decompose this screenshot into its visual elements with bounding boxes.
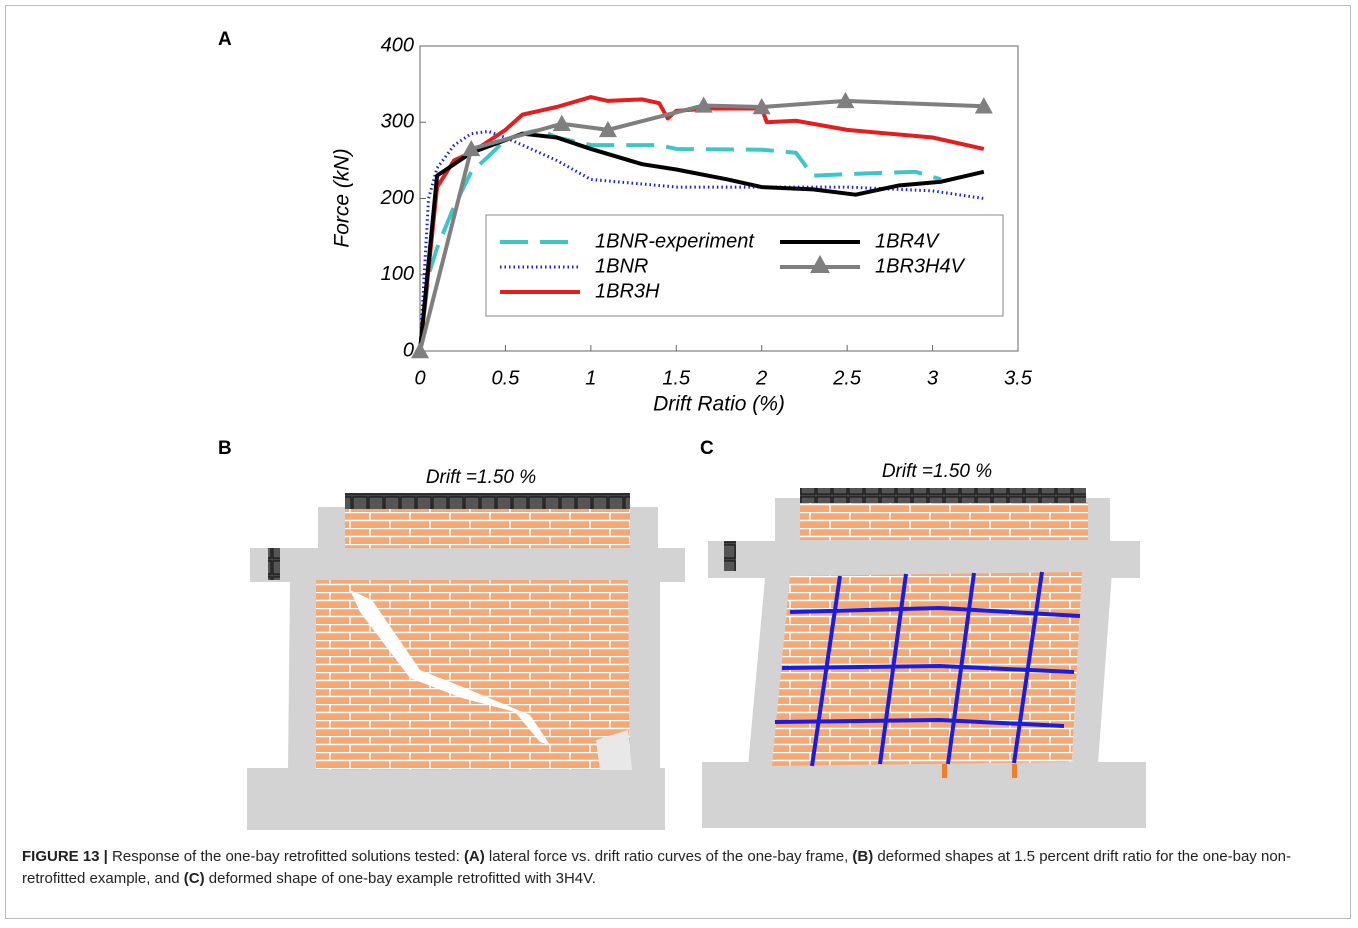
x-tick-label: 0 [414,367,425,389]
y-tick-label: 100 [381,263,414,285]
data-marker [836,91,855,109]
caption-text: FIGURE 13 | [22,848,108,865]
data-line [418,129,985,352]
data-marker [411,342,429,359]
data-marker [598,120,617,138]
data-line [418,98,984,352]
caption: FIGURE 13 | Response of the one-bay retr… [22,846,1332,890]
caption-text: deformed shapes at 1.5 percent drift rat… [22,848,1291,887]
x-tick-label: 2 [755,367,767,389]
figure: C B Drift =1.50 % Drift =1.50 % A Drift … [218,29,1146,830]
panel-c-drawing [702,488,1146,828]
x-tick-label: 3.5 [1004,367,1033,389]
caption-text: lateral force vs. drift ratio curves of … [484,848,853,865]
x-tick-label: 2.5 [832,367,862,389]
caption-text: (B) [852,848,874,865]
y-tick-label: 200 [380,187,414,209]
caption-text: (A) [463,848,485,865]
data-marker [462,139,481,157]
panel-label: B [218,438,232,459]
y-axis-label: Force (kN) [331,148,354,247]
legend-entry: 1BNR [500,255,648,277]
panel-label: A [218,29,232,50]
legend-label: 1BR4V [875,230,940,252]
panel-label: C [700,438,714,459]
caption-text: (C) [183,870,205,887]
x-tick-label: 3 [927,367,938,389]
data-line [418,131,985,352]
data-marker [974,97,993,114]
legend-entry: 1BR4V [780,230,940,252]
drift-label: Drift =1.50 % [882,461,992,482]
data-marker [752,98,771,115]
x-tick-label: 0.5 [492,367,521,389]
figure-frame [5,5,1351,919]
legend-entry: 1BNR-experiment [500,230,755,252]
legend-marker [810,255,830,273]
drift-label: Drift =1.50 % [426,467,536,488]
data-marker [694,96,713,113]
legend-label: 1BR3H4V [875,255,966,277]
y-tick-label: 400 [381,34,414,56]
data-marker [552,114,571,131]
x-axis-label: Drift Ratio (%) [653,393,785,416]
x-tick-label: 1.5 [662,367,691,389]
legend-entry: 1BR3H [500,280,660,302]
panel-b-drawing [247,493,685,830]
y-tick-label: 0 [403,339,414,361]
caption-text: deformed shape of one-bay example retrof… [204,870,596,887]
legend-entry: 1BR3H4V [780,255,966,277]
legend-label: 1BNR [595,255,648,277]
caption-text: Response of the one-bay retrofitted solu… [107,848,464,865]
legend-label: 1BR3H [595,280,660,302]
y-tick-label: 300 [381,111,414,133]
legend-label: 1BNR-experiment [595,230,755,252]
x-tick-label: 1 [585,367,596,389]
